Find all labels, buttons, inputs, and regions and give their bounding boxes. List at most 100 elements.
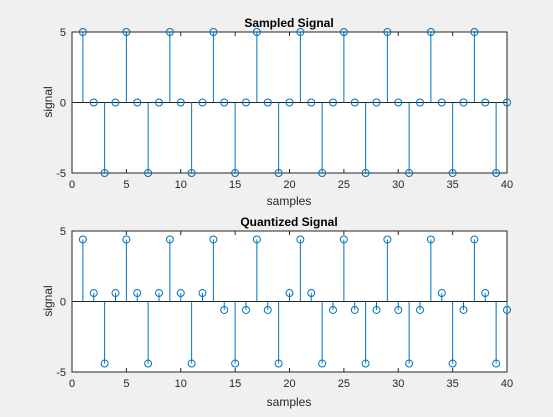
sampled-signal-stem-marker (285, 98, 294, 107)
sampled-signal-stem-marker (470, 28, 479, 36)
sampled-signal-xtick-label: 10 (175, 179, 187, 191)
quantized-signal-tick-labels: 0 5 10 15 20 25 30 35 40-505 (56, 226, 513, 390)
quantized-signal-stem-marker (383, 235, 392, 244)
sampled-signal-tick-labels: 0 5 10 15 20 25 30 35 40-505 (56, 27, 513, 191)
quantized-signal-stem-marker (318, 359, 327, 368)
sampled-signal-xtick-label: 30 (392, 179, 404, 191)
sampled-signal-stem-marker (122, 28, 131, 36)
sampled-signal-axes: Sampled Signal 0 5 10 15 20 25 30 35 40-505 samp… (41, 16, 513, 208)
sampled-signal-ytick-label: 0 (60, 98, 66, 110)
sampled-signal-stem-marker (416, 98, 424, 107)
quantized-signal-stem-marker (307, 289, 316, 298)
quantized-signal-stem-marker (198, 289, 207, 298)
quantized-signal-stem-marker (242, 305, 250, 314)
sampled-signal-stem-marker (89, 98, 98, 107)
quantized-signal-stem-marker (144, 359, 153, 368)
sampled-signal-stem-marker (437, 98, 446, 107)
sampled-signal-stem-marker (231, 169, 240, 177)
quantized-signal-axes: Quantized Signal 0 5 10 15 20 25 30 35 40-505 sa… (41, 215, 513, 409)
sampled-signal-stem-marker (220, 98, 229, 107)
quantized-signal-ytick-label: 0 (60, 297, 66, 309)
quantized-signal-stem-marker (361, 359, 370, 368)
sampled-signal-stem-marker (405, 169, 414, 177)
quantized-signal-ytick-label: 5 (60, 226, 66, 238)
sampled-signal-stem-marker (492, 169, 501, 177)
sampled-signal-xtick-label: 35 (447, 179, 459, 191)
quantized-signal-stem-marker (111, 289, 120, 298)
quantized-signal-stem-marker (133, 289, 142, 298)
quantized-signal-xtick-label: 25 (338, 378, 350, 390)
quantized-signal-stem-marker (459, 305, 468, 314)
quantized-signal-stem-marker (165, 235, 174, 244)
sampled-signal-stem-marker (274, 169, 283, 177)
quantized-signal-stem-marker (78, 235, 87, 244)
sampled-signal-stem-marker (448, 169, 457, 177)
quantized-signal-xtick-label: 30 (392, 378, 404, 390)
sampled-signal-xtick-label: 5 (123, 179, 129, 191)
sampled-signal-xtick-label: 15 (229, 179, 241, 191)
quantized-signal-stem-marker (481, 289, 490, 298)
sampled-signal-stem-marker (133, 98, 142, 107)
quantized-signal-xtick-label: 5 (123, 378, 129, 390)
quantized-signal-stem-marker (448, 359, 457, 368)
sampled-signal-xlabel: samples (267, 194, 312, 208)
sampled-signal-stem-marker (426, 28, 435, 36)
quantized-signal-stem-marker (100, 359, 109, 368)
quantized-signal-stem-marker (209, 235, 218, 244)
quantized-signal-stem-marker (220, 305, 229, 314)
sampled-signal-stem-marker (78, 28, 87, 36)
sampled-signal-stem-marker (329, 98, 337, 107)
quantized-signal-stem-marker (437, 289, 446, 298)
sampled-signal-stem-marker (459, 98, 468, 107)
quantized-signal-stem-marker (122, 235, 131, 244)
quantized-signal-stems (78, 235, 511, 368)
sampled-signal-stem-marker (307, 98, 316, 107)
sampled-signal-xtick-label: 40 (501, 179, 513, 191)
quantized-signal-stem-marker (416, 305, 424, 314)
sampled-signal-xtick-label: 20 (283, 179, 295, 191)
sampled-signal-stem-marker (111, 98, 120, 107)
quantized-signal-stem-marker (231, 359, 240, 368)
sampled-signal-stem-marker (350, 98, 359, 107)
sampled-signal-stem-marker (252, 28, 261, 36)
sampled-signal-stem-marker (198, 98, 207, 107)
quantized-signal-xtick-label: 40 (501, 378, 513, 390)
sampled-signal-stem-marker (503, 98, 511, 107)
sampled-signal-stem-marker (263, 98, 272, 107)
sampled-signal-stem-marker (165, 28, 174, 36)
sampled-signal-xtick-label: 25 (338, 179, 350, 191)
sampled-signal-stem-marker (100, 169, 109, 177)
quantized-signal-xlabel: samples (267, 395, 312, 409)
sampled-signal-stem-marker (372, 98, 381, 107)
sampled-signal-ytick-label: -5 (56, 168, 66, 180)
quantized-signal-stem-marker (155, 289, 163, 298)
quantized-signal-stem-marker (470, 235, 479, 244)
sampled-signal-ylabel: signal (41, 86, 55, 117)
quantized-signal-stem-marker (329, 305, 337, 314)
quantized-signal-xtick-label: 35 (447, 378, 459, 390)
quantized-signal-xtick-label: 0 (69, 378, 75, 390)
quantized-signal-stem-marker (492, 359, 501, 368)
sampled-signal-xtick-label: 0 (69, 179, 75, 191)
quantized-signal-stem-marker (350, 305, 359, 314)
quantized-signal-stem-marker (285, 289, 294, 298)
sampled-signal-stem-marker (144, 169, 153, 177)
sampled-signal-stem-marker (176, 98, 185, 107)
quantized-signal-xtick-label: 20 (283, 378, 295, 390)
sampled-signal-stems (78, 28, 511, 177)
quantized-signal-ytick-label: -5 (56, 367, 66, 379)
quantized-signal-stem-marker (263, 305, 272, 314)
quantized-signal-ylabel: signal (41, 285, 55, 316)
quantized-signal-stem-marker (252, 235, 261, 244)
sampled-signal-stem-marker (318, 169, 327, 177)
quantized-signal-stem-marker (372, 305, 381, 314)
quantized-signal-stem-marker (394, 305, 403, 314)
sampled-signal-stem-marker (296, 28, 305, 36)
quantized-signal-stem-marker (503, 305, 511, 314)
quantized-signal-xtick-label: 15 (229, 378, 241, 390)
quantized-signal-stem-marker (296, 235, 305, 244)
sampled-signal-stem-marker (394, 98, 403, 107)
quantized-signal-stem-marker (405, 359, 414, 368)
sampled-signal-stem-marker (339, 28, 348, 36)
